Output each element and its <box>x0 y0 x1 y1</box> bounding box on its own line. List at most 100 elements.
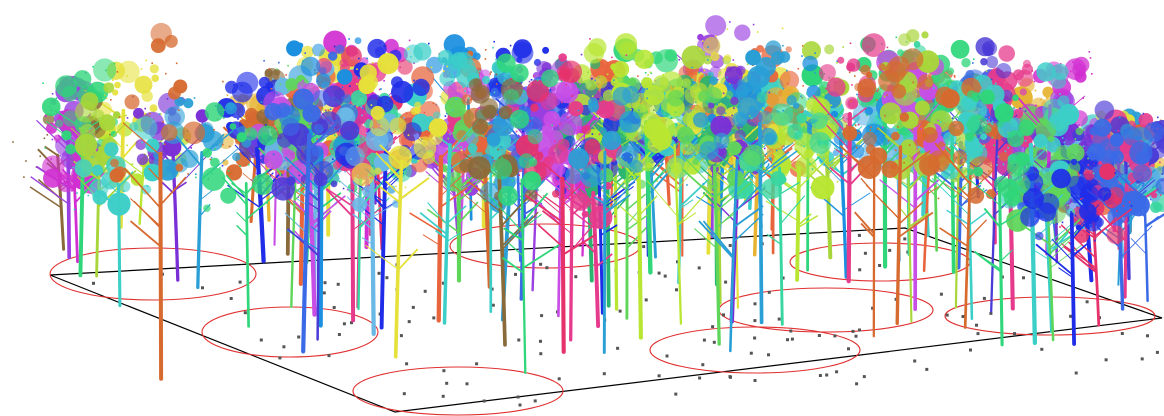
tree-point <box>443 59 446 62</box>
tree-point <box>1122 205 1125 207</box>
tree-crown-cluster <box>806 98 819 111</box>
tree-point <box>614 176 617 179</box>
tree-crown-cluster <box>745 49 761 66</box>
tree-point <box>694 155 697 158</box>
tree-point <box>782 88 785 90</box>
ground-point <box>441 394 445 398</box>
ground-point <box>336 282 340 286</box>
tree-point <box>296 163 298 165</box>
tree-point <box>528 80 531 83</box>
tree-crown-cluster <box>879 102 902 125</box>
tree-point <box>569 164 572 167</box>
tree-point <box>733 92 736 94</box>
tree-crown-cluster <box>362 185 374 198</box>
ground-point <box>1074 371 1078 375</box>
tree-branch <box>677 212 697 226</box>
tree-point <box>991 120 994 123</box>
tree-crown-cluster <box>761 178 783 200</box>
ground-point <box>385 276 389 280</box>
tree-point <box>596 113 599 115</box>
ground-point <box>663 274 667 278</box>
tree-point <box>360 135 362 138</box>
ground-point <box>851 329 855 333</box>
tree-point <box>895 149 897 152</box>
ground-point <box>676 260 679 264</box>
tree-crown-cluster <box>703 36 721 55</box>
tree-branch <box>835 148 850 161</box>
tree-branch <box>422 234 441 246</box>
tree-point <box>785 95 788 97</box>
tree-branch <box>759 150 798 179</box>
tree-branch <box>1130 238 1147 255</box>
tree-point <box>625 143 627 145</box>
ground-point <box>540 314 544 318</box>
tree-trunk <box>307 172 317 317</box>
tree-branch <box>427 202 448 226</box>
tree-crown-cluster <box>490 87 499 96</box>
tree-point <box>856 93 858 96</box>
tree-point <box>467 154 470 157</box>
tree-crown-cluster <box>133 116 158 140</box>
tree-point <box>240 84 243 87</box>
tree-trunk <box>967 155 974 320</box>
tree-trunk <box>1092 221 1101 327</box>
ground-point <box>753 336 757 340</box>
tree-crown-cluster <box>723 54 732 62</box>
tree-crown-cluster <box>1132 164 1152 183</box>
tree-branch <box>952 186 967 200</box>
tree-point <box>906 123 908 125</box>
ground-point <box>297 335 301 339</box>
ground-point <box>517 338 521 342</box>
ground-point <box>618 309 622 313</box>
tree-point <box>825 87 827 90</box>
tree-point <box>334 134 336 137</box>
tree-point <box>466 182 469 184</box>
tree-crown-cluster <box>980 133 988 141</box>
tree-point <box>1093 183 1096 186</box>
tree-point <box>549 88 552 91</box>
tree-point <box>1084 159 1087 161</box>
tree-point <box>714 109 717 112</box>
tree-point <box>362 107 364 110</box>
tree-crown-cluster <box>697 33 704 41</box>
tree-crown-cluster <box>114 81 121 89</box>
tree-crown-cluster <box>245 111 258 124</box>
tree-point <box>1056 222 1058 225</box>
ground-point <box>282 345 286 349</box>
tree-branch <box>957 218 969 231</box>
tree-point <box>276 68 278 71</box>
tree-point <box>268 68 271 70</box>
tree-crown-cluster <box>917 74 934 90</box>
tree-crown-cluster <box>244 127 258 141</box>
tree-point <box>1002 163 1005 166</box>
tree-crown-cluster <box>107 192 131 216</box>
tree-crown-cluster <box>571 192 591 211</box>
tree-point <box>716 103 718 106</box>
tree-point <box>763 185 766 187</box>
tree-branch <box>284 156 322 192</box>
tree-point <box>849 124 852 127</box>
ground-point <box>728 244 732 247</box>
tree-point <box>836 60 838 62</box>
tree-point <box>1140 173 1142 175</box>
tree-point <box>600 66 602 68</box>
tree-crown-cluster <box>114 124 124 134</box>
tree-point <box>146 185 149 187</box>
tree-point <box>458 87 461 89</box>
ground-point <box>322 291 326 295</box>
tree-point <box>895 36 898 39</box>
tree-point <box>492 183 495 186</box>
tree-point <box>1069 70 1072 73</box>
tree-point <box>348 38 350 40</box>
tree-point <box>990 78 993 81</box>
tree-point <box>1119 116 1121 119</box>
tree-crown-cluster <box>681 78 692 89</box>
tree-point <box>270 88 273 90</box>
tree-point <box>582 135 585 138</box>
tree-point <box>607 214 610 216</box>
tree-crown-cluster <box>726 66 733 73</box>
tree-crown-cluster <box>141 184 152 195</box>
tree-crown-cluster <box>397 59 413 75</box>
tree-point <box>1146 145 1148 147</box>
tree-branch <box>44 145 59 157</box>
